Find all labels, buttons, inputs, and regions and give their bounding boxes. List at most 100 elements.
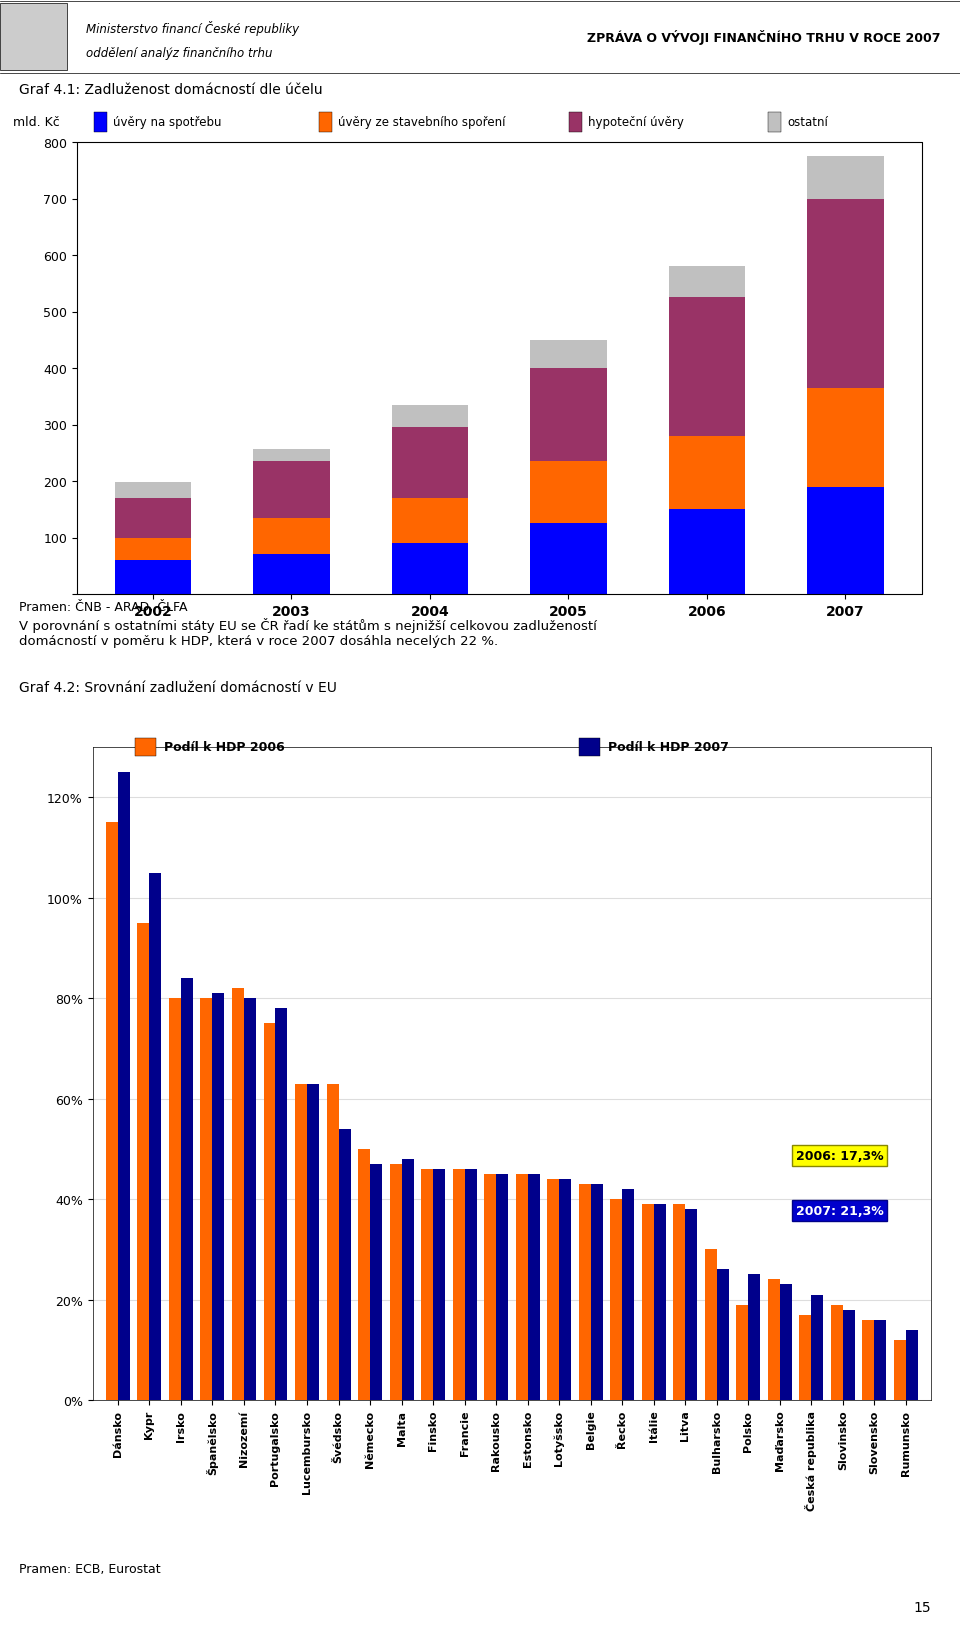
Text: ostatní: ostatní <box>787 116 828 129</box>
Bar <box>831 1304 843 1400</box>
Bar <box>590 1185 603 1400</box>
Bar <box>106 823 118 1400</box>
Text: Pramen: ČNB - ARAD, ČLFA: Pramen: ČNB - ARAD, ČLFA <box>19 600 188 613</box>
Bar <box>611 1200 622 1400</box>
Bar <box>685 1209 697 1400</box>
Bar <box>295 1084 307 1400</box>
Bar <box>528 1174 540 1400</box>
Bar <box>579 738 600 756</box>
Bar <box>800 1315 811 1400</box>
Bar <box>906 1330 918 1400</box>
Bar <box>768 1280 780 1400</box>
Bar <box>669 298 745 437</box>
Bar <box>768 112 781 134</box>
Bar <box>705 1250 717 1400</box>
Bar <box>807 199 883 388</box>
Bar <box>736 1304 749 1400</box>
Text: Graf 4.2: Srovnání zadlužení domácností v EU: Graf 4.2: Srovnání zadlužení domácností … <box>19 681 337 694</box>
Bar <box>307 1084 319 1400</box>
Bar <box>421 1169 433 1400</box>
Text: Ministerstvo financí České republiky: Ministerstvo financí České republiky <box>86 21 300 36</box>
Bar <box>115 561 191 595</box>
Text: Podíl k HDP 2006: Podíl k HDP 2006 <box>164 740 285 753</box>
Text: úvěry na spotřebu: úvěry na spotřebu <box>113 116 222 129</box>
Bar <box>579 1185 590 1400</box>
Bar <box>169 999 180 1400</box>
Bar <box>862 1320 875 1400</box>
Bar <box>401 1159 414 1400</box>
Text: 2007: 21,3%: 2007: 21,3% <box>796 1205 883 1218</box>
Text: oddělení analýz finančního trhu: oddělení analýz finančního trhu <box>86 47 273 59</box>
Bar <box>673 1205 685 1400</box>
Bar <box>253 518 329 556</box>
Bar <box>358 1149 370 1400</box>
Bar <box>0 3 67 72</box>
Bar <box>749 1275 760 1400</box>
Bar <box>232 988 244 1400</box>
Text: Pramen: ECB, Eurostat: Pramen: ECB, Eurostat <box>19 1563 161 1576</box>
Bar <box>253 556 329 595</box>
Bar <box>180 978 193 1400</box>
Bar <box>276 1009 287 1400</box>
Text: úvěry ze stavebního spoření: úvěry ze stavebního spoření <box>338 116 505 129</box>
Text: Podíl k HDP 2007: Podíl k HDP 2007 <box>609 740 730 753</box>
Bar <box>569 112 582 134</box>
Bar <box>807 487 883 595</box>
Bar <box>392 544 468 595</box>
Bar <box>560 1178 571 1400</box>
Text: hypoteční úvěry: hypoteční úvěry <box>588 116 684 129</box>
Bar <box>780 1284 792 1400</box>
Bar <box>150 874 161 1400</box>
Bar <box>115 482 191 499</box>
Bar <box>530 525 607 595</box>
Bar <box>807 388 883 487</box>
Bar <box>530 368 607 461</box>
Bar <box>875 1320 886 1400</box>
Bar <box>654 1205 666 1400</box>
Text: 15: 15 <box>914 1599 931 1614</box>
Bar <box>118 773 130 1400</box>
Bar <box>547 1178 560 1400</box>
Text: ZPRÁVA O VÝVOJI FINANČNÍHO TRHU V ROCE 2007: ZPRÁVA O VÝVOJI FINANČNÍHO TRHU V ROCE 2… <box>588 29 941 46</box>
Bar <box>339 1130 350 1400</box>
Text: Graf 4.1: Zadluženost domácností dle účelu: Graf 4.1: Zadluženost domácností dle úče… <box>19 83 323 98</box>
Bar <box>390 1164 401 1400</box>
Bar <box>669 437 745 510</box>
Text: V porovnání s ostatními státy EU se ČR řadí ke státům s nejnižší celkovou zadluž: V porovnání s ostatními státy EU se ČR ř… <box>19 618 597 647</box>
Bar <box>253 450 329 461</box>
Bar <box>894 1340 906 1400</box>
Bar <box>115 499 191 538</box>
Bar <box>669 267 745 298</box>
Bar <box>717 1270 729 1400</box>
Bar <box>453 1169 465 1400</box>
Text: 2006: 17,3%: 2006: 17,3% <box>796 1149 883 1162</box>
Bar <box>392 406 468 429</box>
Bar <box>811 1294 824 1400</box>
Bar <box>530 461 607 525</box>
Bar <box>433 1169 445 1400</box>
Bar <box>134 738 156 756</box>
Bar <box>212 994 225 1400</box>
Bar <box>465 1169 476 1400</box>
Bar <box>392 499 468 544</box>
Bar <box>516 1174 528 1400</box>
Bar <box>843 1311 855 1400</box>
Text: mld. Kč: mld. Kč <box>12 116 60 129</box>
Bar <box>484 1174 496 1400</box>
Bar <box>392 429 468 499</box>
Bar <box>253 461 329 518</box>
Bar <box>137 923 150 1400</box>
Bar <box>263 1024 276 1400</box>
Bar <box>370 1164 382 1400</box>
Bar <box>326 1084 339 1400</box>
Bar <box>669 510 745 595</box>
Bar <box>319 112 332 134</box>
Bar <box>94 112 108 134</box>
Bar <box>807 156 883 199</box>
Bar <box>201 999 212 1400</box>
Bar <box>496 1174 508 1400</box>
Bar <box>530 341 607 368</box>
Bar <box>622 1190 635 1400</box>
Bar <box>115 538 191 561</box>
Bar <box>642 1205 654 1400</box>
